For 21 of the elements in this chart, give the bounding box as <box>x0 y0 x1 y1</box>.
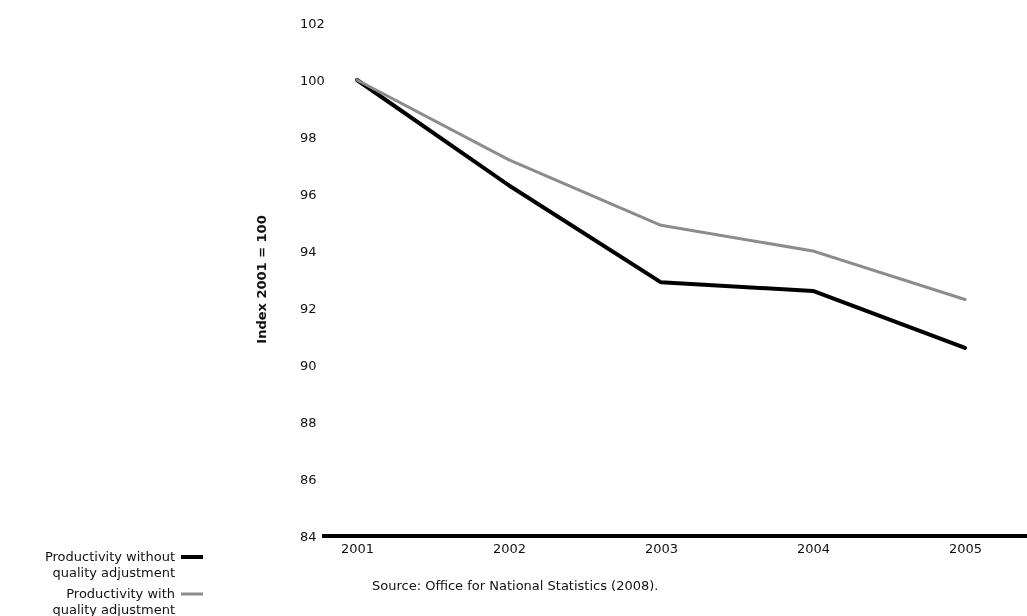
y-tick-label: 88 <box>300 414 317 430</box>
y-tick-label: 96 <box>300 186 317 202</box>
x-tick-label: 2004 <box>796 541 831 557</box>
y-tick-label: 102 <box>300 15 325 31</box>
legend-label: Productivity without quality adjustment <box>44 549 175 580</box>
y-tick-label: 92 <box>300 300 317 316</box>
source-note: Source: Office for National Statistics (2008). <box>372 578 659 593</box>
y-tick-label: 84 <box>300 528 317 544</box>
y-tick-label: 100 <box>300 72 325 88</box>
line-series <box>355 78 967 350</box>
x-tick-label: 2003 <box>644 541 679 557</box>
x-tick-label: 2005 <box>948 541 983 557</box>
x-tick-label: 2001 <box>340 541 375 557</box>
legend-label: Productivity with quality adjustment <box>52 586 175 616</box>
y-tick-label: 94 <box>300 243 317 259</box>
y-tick-label: 90 <box>300 357 317 373</box>
line-series <box>355 78 967 301</box>
x-tick-label: 2002 <box>492 541 527 557</box>
y-axis-title: Index 2001 = 100 <box>254 215 269 344</box>
y-tick-label: 98 <box>300 129 317 145</box>
y-tick-label: 86 <box>300 471 317 487</box>
